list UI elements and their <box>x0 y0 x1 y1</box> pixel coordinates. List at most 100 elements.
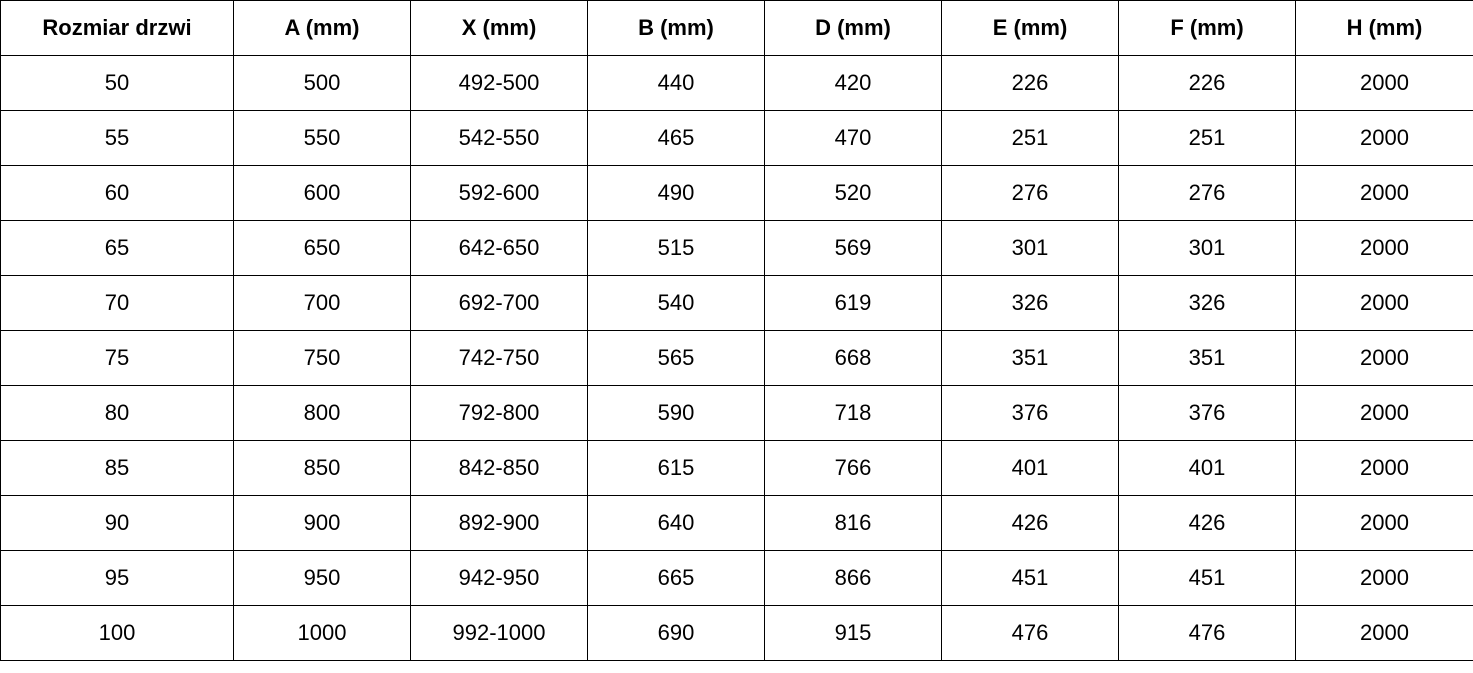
table-cell: 2000 <box>1295 385 1473 441</box>
table-cell: 2000 <box>1295 550 1473 606</box>
table-cell: 451 <box>1118 550 1296 606</box>
table-cell: 2000 <box>1295 55 1473 111</box>
table-cell: 850 <box>233 440 411 496</box>
table-cell: 301 <box>941 220 1119 276</box>
table-cell: 476 <box>1118 605 1296 661</box>
table-cell: 476 <box>941 605 1119 661</box>
column-header: D (mm) <box>764 0 942 56</box>
table-cell: 2000 <box>1295 605 1473 661</box>
table-cell: 251 <box>1118 110 1296 166</box>
table-cell: 592-600 <box>410 165 588 221</box>
table-cell: 500 <box>233 55 411 111</box>
table-cell: 426 <box>941 495 1119 551</box>
table-cell: 60 <box>0 165 234 221</box>
table-cell: 750 <box>233 330 411 386</box>
table-row: 95 950 942-950 665 866 451 451 2000 <box>0 550 1473 606</box>
table-cell: 226 <box>1118 55 1296 111</box>
table-cell: 2000 <box>1295 495 1473 551</box>
table-cell: 569 <box>764 220 942 276</box>
table-cell: 640 <box>587 495 765 551</box>
table-cell: 55 <box>0 110 234 166</box>
table-cell: 950 <box>233 550 411 606</box>
table-cell: 470 <box>764 110 942 166</box>
table-row: 90 900 892-900 640 816 426 426 2000 <box>0 495 1473 551</box>
table-cell: 326 <box>941 275 1119 331</box>
table-cell: 540 <box>587 275 765 331</box>
table-cell: 70 <box>0 275 234 331</box>
table-cell: 251 <box>941 110 1119 166</box>
table-cell: 2000 <box>1295 165 1473 221</box>
table-cell: 492-500 <box>410 55 588 111</box>
table-cell: 515 <box>587 220 765 276</box>
table-cell: 600 <box>233 165 411 221</box>
table-cell: 650 <box>233 220 411 276</box>
table-cell: 351 <box>1118 330 1296 386</box>
column-header: Rozmiar drzwi <box>0 0 234 56</box>
table-cell: 542-550 <box>410 110 588 166</box>
table-row: 60 600 592-600 490 520 276 276 2000 <box>0 165 1473 221</box>
table-cell: 351 <box>941 330 1119 386</box>
table-cell: 742-750 <box>410 330 588 386</box>
table-cell: 2000 <box>1295 275 1473 331</box>
table-cell: 800 <box>233 385 411 441</box>
table-cell: 520 <box>764 165 942 221</box>
table-cell: 276 <box>941 165 1119 221</box>
table-cell: 550 <box>233 110 411 166</box>
table-cell: 426 <box>1118 495 1296 551</box>
table-cell: 2000 <box>1295 110 1473 166</box>
column-header: E (mm) <box>941 0 1119 56</box>
table-cell: 465 <box>587 110 765 166</box>
table-cell: 766 <box>764 440 942 496</box>
table-cell: 440 <box>587 55 765 111</box>
table-cell: 376 <box>941 385 1119 441</box>
table-cell: 226 <box>941 55 1119 111</box>
table-cell: 792-800 <box>410 385 588 441</box>
table-cell: 615 <box>587 440 765 496</box>
table-cell: 401 <box>941 440 1119 496</box>
table-cell: 65 <box>0 220 234 276</box>
column-header: X (mm) <box>410 0 588 56</box>
table-cell: 665 <box>587 550 765 606</box>
table-cell: 276 <box>1118 165 1296 221</box>
table-cell: 1000 <box>233 605 411 661</box>
table-cell: 376 <box>1118 385 1296 441</box>
table-cell: 50 <box>0 55 234 111</box>
table-cell: 90 <box>0 495 234 551</box>
table-row: 70 700 692-700 540 619 326 326 2000 <box>0 275 1473 331</box>
table-cell: 95 <box>0 550 234 606</box>
table-row: 80 800 792-800 590 718 376 376 2000 <box>0 385 1473 441</box>
table-cell: 942-950 <box>410 550 588 606</box>
table-cell: 866 <box>764 550 942 606</box>
table-cell: 80 <box>0 385 234 441</box>
column-header: H (mm) <box>1295 0 1473 56</box>
table-cell: 2000 <box>1295 330 1473 386</box>
table-cell: 892-900 <box>410 495 588 551</box>
table-cell: 401 <box>1118 440 1296 496</box>
table-row: 85 850 842-850 615 766 401 401 2000 <box>0 440 1473 496</box>
table-cell: 992-1000 <box>410 605 588 661</box>
table-cell: 816 <box>764 495 942 551</box>
table-cell: 900 <box>233 495 411 551</box>
table-cell: 451 <box>941 550 1119 606</box>
table-row: 55 550 542-550 465 470 251 251 2000 <box>0 110 1473 166</box>
table-cell: 690 <box>587 605 765 661</box>
table-row: 75 750 742-750 565 668 351 351 2000 <box>0 330 1473 386</box>
table-cell: 642-650 <box>410 220 588 276</box>
table-cell: 590 <box>587 385 765 441</box>
table-cell: 301 <box>1118 220 1296 276</box>
table-cell: 700 <box>233 275 411 331</box>
table-cell: 420 <box>764 55 942 111</box>
table-cell: 326 <box>1118 275 1296 331</box>
table-cell: 692-700 <box>410 275 588 331</box>
table-cell: 619 <box>764 275 942 331</box>
column-header: F (mm) <box>1118 0 1296 56</box>
header-row: Rozmiar drzwi A (mm) X (mm) B (mm) D (mm) E (… <box>0 0 1473 56</box>
table-cell: 565 <box>587 330 765 386</box>
table-cell: 490 <box>587 165 765 221</box>
table-cell: 915 <box>764 605 942 661</box>
table-row: 50 500 492-500 440 420 226 226 2000 <box>0 55 1473 111</box>
table-cell: 2000 <box>1295 440 1473 496</box>
table-cell: 668 <box>764 330 942 386</box>
table-cell: 75 <box>0 330 234 386</box>
